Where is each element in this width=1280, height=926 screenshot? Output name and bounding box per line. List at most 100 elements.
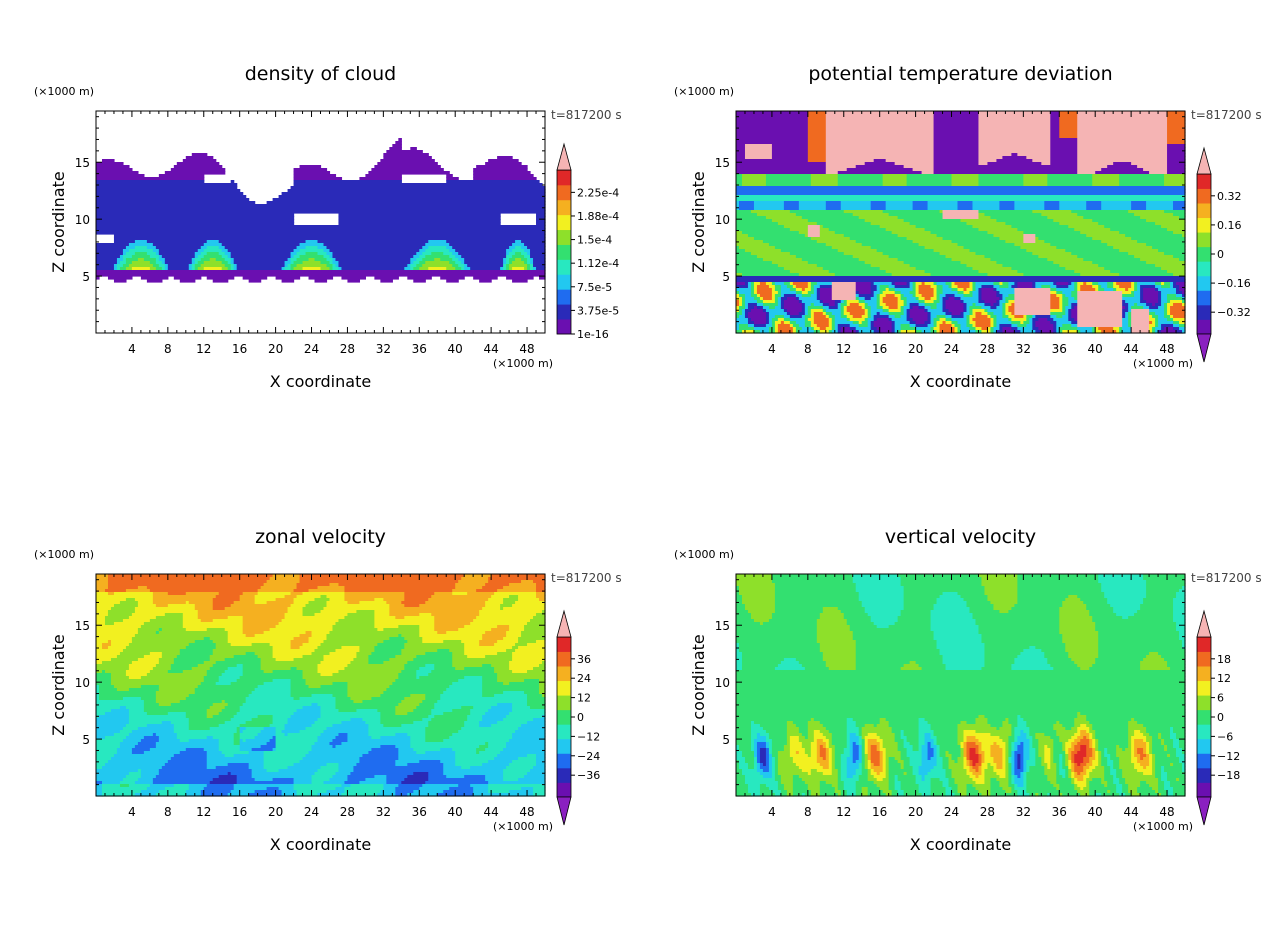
contour-cell [326, 727, 369, 731]
contour-cell [1095, 757, 1099, 761]
contour-cell [317, 240, 429, 244]
contour-cell [143, 622, 184, 626]
contour-cell [918, 748, 923, 752]
contour-cell [482, 679, 498, 683]
contour-cell [750, 748, 755, 752]
contour-cell [1029, 748, 1036, 752]
contour-cell [305, 679, 396, 683]
contour-cell [736, 267, 785, 271]
contour-cell [1017, 589, 1102, 593]
contour-cell [1086, 736, 1090, 740]
contour-cell [326, 258, 334, 262]
contour-cell [870, 204, 887, 208]
contour-cell [512, 658, 546, 662]
contour-cell [885, 207, 914, 211]
contour-cell [736, 607, 746, 611]
contour-cell [834, 745, 848, 749]
contour-cell [1155, 330, 1159, 334]
contour-cell [771, 577, 854, 581]
contour-cell [293, 658, 325, 662]
contour-cell [1167, 228, 1186, 232]
contour-cell [840, 757, 848, 761]
contour-cell [906, 309, 911, 313]
contour-cell [233, 258, 289, 262]
colorbar-segment [1197, 203, 1211, 219]
contour-cell [819, 228, 830, 232]
contour-cell [736, 225, 785, 229]
contour-cell [993, 742, 998, 746]
contour-cell [434, 619, 474, 623]
contour-cell [1005, 745, 1009, 749]
contour-cell [813, 291, 818, 295]
contour-cell [771, 751, 779, 755]
contour-cell [506, 261, 510, 265]
contour-cell [293, 171, 331, 175]
contour-cell [1128, 616, 1174, 620]
contour-cell [332, 694, 349, 698]
contour-cell [951, 754, 962, 758]
contour-cell [855, 327, 872, 331]
contour-cell [1035, 321, 1051, 325]
contour-cell [1146, 745, 1150, 749]
contour-cell [281, 619, 340, 623]
contour-cell [828, 754, 833, 758]
contour-cell [900, 733, 905, 737]
contour-cell [1023, 757, 1030, 761]
contour-cell [951, 282, 956, 286]
contour-cell [317, 246, 328, 250]
contour-cell [783, 748, 791, 752]
contour-cell [915, 294, 923, 298]
contour-cell [744, 150, 773, 154]
contour-cell [383, 691, 444, 695]
contour-cell [957, 736, 965, 740]
contour-cell [975, 748, 980, 752]
contour-cell [903, 589, 986, 593]
contour-cell [96, 273, 546, 277]
contour-cell [1080, 748, 1087, 752]
contour-cell [1077, 297, 1123, 301]
contour-cell [188, 718, 232, 722]
contour-cell [359, 646, 375, 650]
contour-cell [1026, 324, 1033, 328]
contour-cell [128, 243, 154, 247]
contour-cell [1065, 757, 1069, 761]
contour-cell [374, 165, 441, 169]
contour-cell [804, 312, 809, 316]
contour-cell [314, 742, 331, 746]
contour-cell [984, 300, 998, 304]
contour-cell [122, 258, 127, 262]
contour-cell [1035, 760, 1042, 764]
contour-cell [813, 739, 818, 743]
contour-cell [978, 174, 1024, 178]
contour-cell [257, 655, 274, 659]
contour-cell [909, 321, 917, 325]
contour-cell [831, 288, 857, 292]
contour-cell [96, 640, 109, 644]
contour-cell [419, 604, 486, 608]
contour-cell [1008, 718, 1018, 722]
time-label: t=817200 s [551, 571, 622, 585]
contour-cell [930, 736, 938, 740]
contour-cell [1011, 751, 1015, 755]
contour-cell [1131, 757, 1138, 761]
contour-cell [915, 321, 926, 325]
contour-cell [533, 267, 537, 271]
contour-cell [1182, 640, 1186, 644]
contour-cell [813, 303, 824, 307]
contour-cell [1092, 285, 1099, 289]
contour-cell [1068, 312, 1072, 316]
contour-cell [741, 598, 776, 602]
contour-cell [338, 264, 408, 268]
contour-cell [1095, 745, 1099, 749]
contour-cell [527, 643, 546, 647]
contour-cell [879, 267, 917, 271]
colorbar-label: −36 [577, 769, 600, 782]
contour-cell [371, 168, 444, 172]
contour-cell [858, 733, 863, 737]
contour-cell [107, 583, 265, 587]
contour-cell [96, 694, 100, 698]
contour-cell [942, 592, 959, 596]
contour-cell [945, 306, 965, 310]
contour-cell [1167, 303, 1174, 307]
contour-cell [981, 634, 1063, 638]
